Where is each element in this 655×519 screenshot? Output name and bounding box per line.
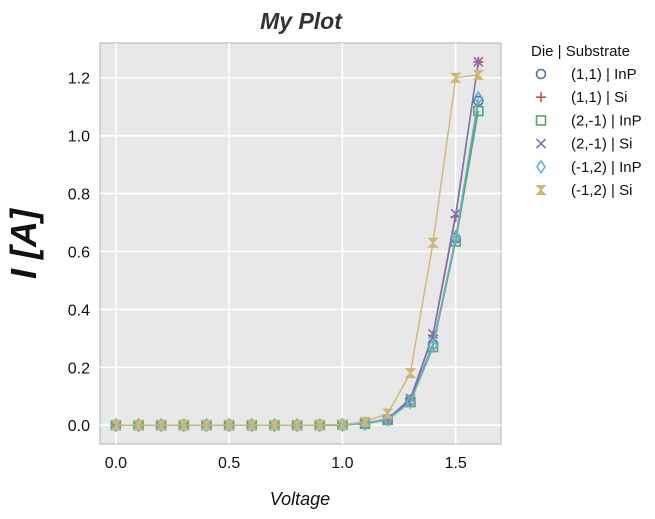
- x-tick-label: 0.0: [105, 455, 127, 472]
- legend-marker: [535, 115, 547, 126]
- x-tick-label: 1.5: [445, 455, 467, 472]
- legend-item: (2,-1) | InP: [535, 112, 642, 129]
- legend-marker: [535, 185, 547, 195]
- y-tick-label: 0.8: [68, 187, 90, 204]
- data-point: [132, 420, 145, 431]
- data-point: [473, 56, 484, 67]
- legend-title: Die | Substrate: [531, 43, 630, 60]
- y-tick-label: 0.2: [68, 360, 90, 377]
- data-series: [110, 69, 485, 431]
- legend-item: (-1,2) | Si: [535, 182, 632, 199]
- data-point: [449, 72, 462, 83]
- data-point: [359, 416, 371, 427]
- legend-marker: [536, 92, 546, 103]
- data-point: [223, 420, 235, 431]
- data-point: [337, 417, 348, 433]
- data-point: [450, 229, 461, 245]
- data-point: [291, 420, 303, 431]
- data-point: [246, 420, 258, 431]
- data-point: [314, 420, 326, 431]
- data-point: [155, 420, 167, 431]
- data-point: [428, 338, 438, 354]
- chart-title: My Plot: [260, 8, 343, 34]
- data-point: [473, 105, 484, 117]
- legend-label: (2,-1) | InP: [571, 112, 642, 129]
- plot-background: [99, 42, 502, 445]
- legend-marker: [535, 68, 547, 80]
- legend-item: (1,1) | InP: [535, 66, 637, 83]
- legend: Die | Substrate (1,1) | InP (1,1) | Si (2,…: [531, 43, 642, 199]
- data-point: [472, 69, 485, 80]
- x-tick-label: 0.5: [218, 455, 240, 472]
- x-axis-label: Voltage: [270, 489, 330, 509]
- legend-marker: [535, 138, 547, 149]
- plot-area: 0.0 0.5 1.0 1.5 0.0 0.2 0.4 0.6 0.8 1.0 1.2: [68, 42, 502, 472]
- data-point: [200, 420, 213, 431]
- data-point: [427, 237, 439, 248]
- legend-label: (2,-1) | Si: [571, 136, 632, 153]
- legend-label: (1,1) | Si: [571, 89, 627, 106]
- y-tick-label: 1.2: [68, 71, 90, 88]
- data-point: [405, 394, 416, 410]
- legend-item: (2,-1) | Si: [535, 136, 632, 153]
- legend-label: (-1,2) | InP: [571, 159, 642, 176]
- legend-marker: [536, 159, 546, 175]
- legend-item: (1,1) | Si: [536, 89, 627, 106]
- legend-label: (-1,2) | Si: [571, 182, 632, 199]
- x-tick-label: 1.0: [331, 455, 353, 472]
- y-tick-label: 1.0: [68, 129, 90, 146]
- data-point: [110, 420, 122, 431]
- y-tick-label: 0.6: [68, 244, 90, 261]
- y-tick-label: 0.0: [68, 418, 90, 435]
- y-tick-label: 0.4: [68, 302, 90, 319]
- data-point: [404, 368, 417, 379]
- data-point: [473, 90, 484, 106]
- data-point: [268, 420, 281, 431]
- legend-label: (1,1) | InP: [571, 66, 637, 83]
- data-point: [336, 419, 349, 430]
- data-point: [382, 408, 394, 419]
- data-point: [178, 420, 190, 431]
- y-axis-label: I [A]: [3, 208, 44, 279]
- legend-item: (-1,2) | InP: [536, 159, 642, 176]
